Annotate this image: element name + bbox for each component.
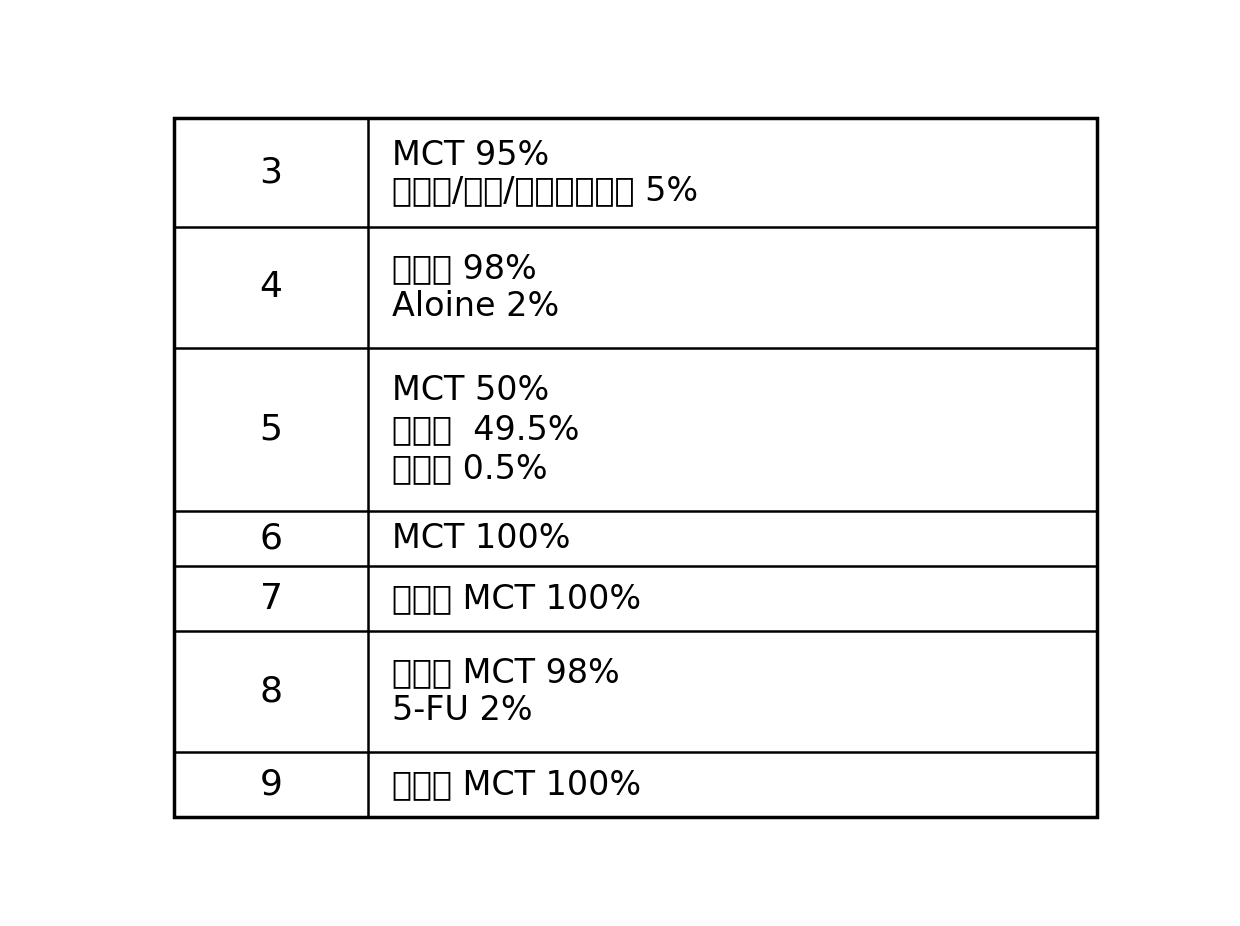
Text: 8: 8 bbox=[259, 674, 283, 708]
Text: MCT 50%: MCT 50% bbox=[392, 373, 549, 407]
Text: 氟化的 MCT 98%: 氟化的 MCT 98% bbox=[392, 656, 620, 689]
Text: MCT 100%: MCT 100% bbox=[392, 522, 570, 555]
Text: 蔓鸻油 98%: 蔓鸻油 98% bbox=[392, 252, 537, 285]
Text: 紫杉醇 0.5%: 紫杉醇 0.5% bbox=[392, 452, 548, 485]
Text: 6: 6 bbox=[259, 521, 283, 556]
Text: 9: 9 bbox=[259, 768, 283, 801]
Text: 5: 5 bbox=[259, 412, 283, 446]
Text: 3: 3 bbox=[259, 156, 283, 190]
Text: 橄榄油  49.5%: 橄榄油 49.5% bbox=[392, 413, 579, 446]
Text: 碰化的 MCT 100%: 碰化的 MCT 100% bbox=[392, 768, 641, 801]
Text: 7: 7 bbox=[259, 582, 283, 616]
Text: 4: 4 bbox=[259, 270, 283, 305]
Text: 氟化的 MCT 100%: 氟化的 MCT 100% bbox=[392, 582, 641, 615]
Text: MCT 95%: MCT 95% bbox=[392, 139, 549, 172]
Text: 三辛酸/葵酸/亚油酸甘油脙 5%: 三辛酸/葵酸/亚油酸甘油脙 5% bbox=[392, 174, 698, 206]
Text: Aloine 2%: Aloine 2% bbox=[392, 290, 559, 323]
Text: 5-FU 2%: 5-FU 2% bbox=[392, 694, 533, 727]
